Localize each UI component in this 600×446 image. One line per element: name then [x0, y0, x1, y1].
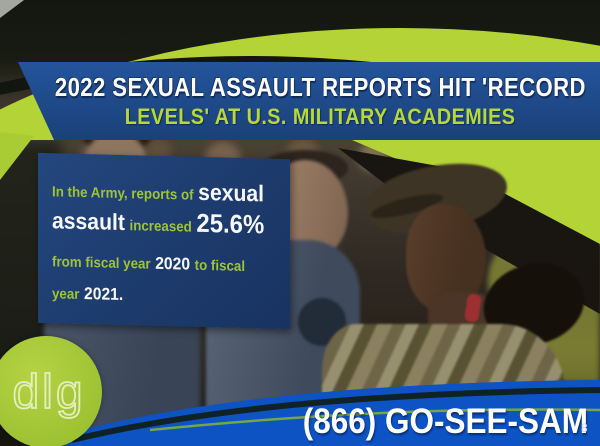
- stat-emphasis: assault: [52, 207, 125, 236]
- stat-emphasis: sexual: [198, 178, 265, 207]
- stat-year-2021: 2021.: [84, 284, 124, 305]
- stat-year-2020: 2020: [155, 253, 191, 274]
- headline-line1: 2022 SEXUAL ASSAULT REPORTS HIT 'RECORD: [54, 72, 586, 102]
- footer-dark-arc: [71, 387, 600, 443]
- phone-number: (866) GO-SEE-SAM: [302, 402, 588, 441]
- stat-percentage: 25.6%: [196, 207, 265, 240]
- stat-text: increased: [129, 218, 192, 236]
- stat-text: to fiscal: [194, 257, 246, 275]
- stat-line1: In the Army, reports of sexual: [52, 175, 264, 207]
- headline-banner-text: 2022 SEXUAL ASSAULT REPORTS HIT 'RECORD …: [40, 62, 600, 140]
- footer-green-line: [149, 408, 600, 432]
- stat-line4: year 2021.: [52, 283, 258, 308]
- dlg-logo: dlg: [0, 336, 102, 446]
- stat-text: In the Army, reports of: [52, 184, 194, 204]
- headline-line2: LEVELS' AT U.S. MILITARY ACADEMIES: [124, 104, 516, 129]
- footer-wave-band: [66, 380, 600, 446]
- headline-banner: 2022 SEXUAL ASSAULT REPORTS HIT 'RECORD …: [18, 62, 600, 140]
- stat-line2: assault increased 25.6%: [52, 204, 264, 240]
- stat-text: from fiscal year: [52, 254, 151, 273]
- stat-infobox: In the Army, reports of sexual assault inc…: [38, 152, 290, 330]
- dlg-logo-text: dlg: [12, 365, 86, 420]
- stat-line3: from fiscal year 2020 to fiscal: [52, 251, 258, 276]
- footer-blue-wave: [66, 380, 600, 446]
- stat-text: year: [52, 286, 80, 303]
- partial-digit: 8: [581, 421, 588, 435]
